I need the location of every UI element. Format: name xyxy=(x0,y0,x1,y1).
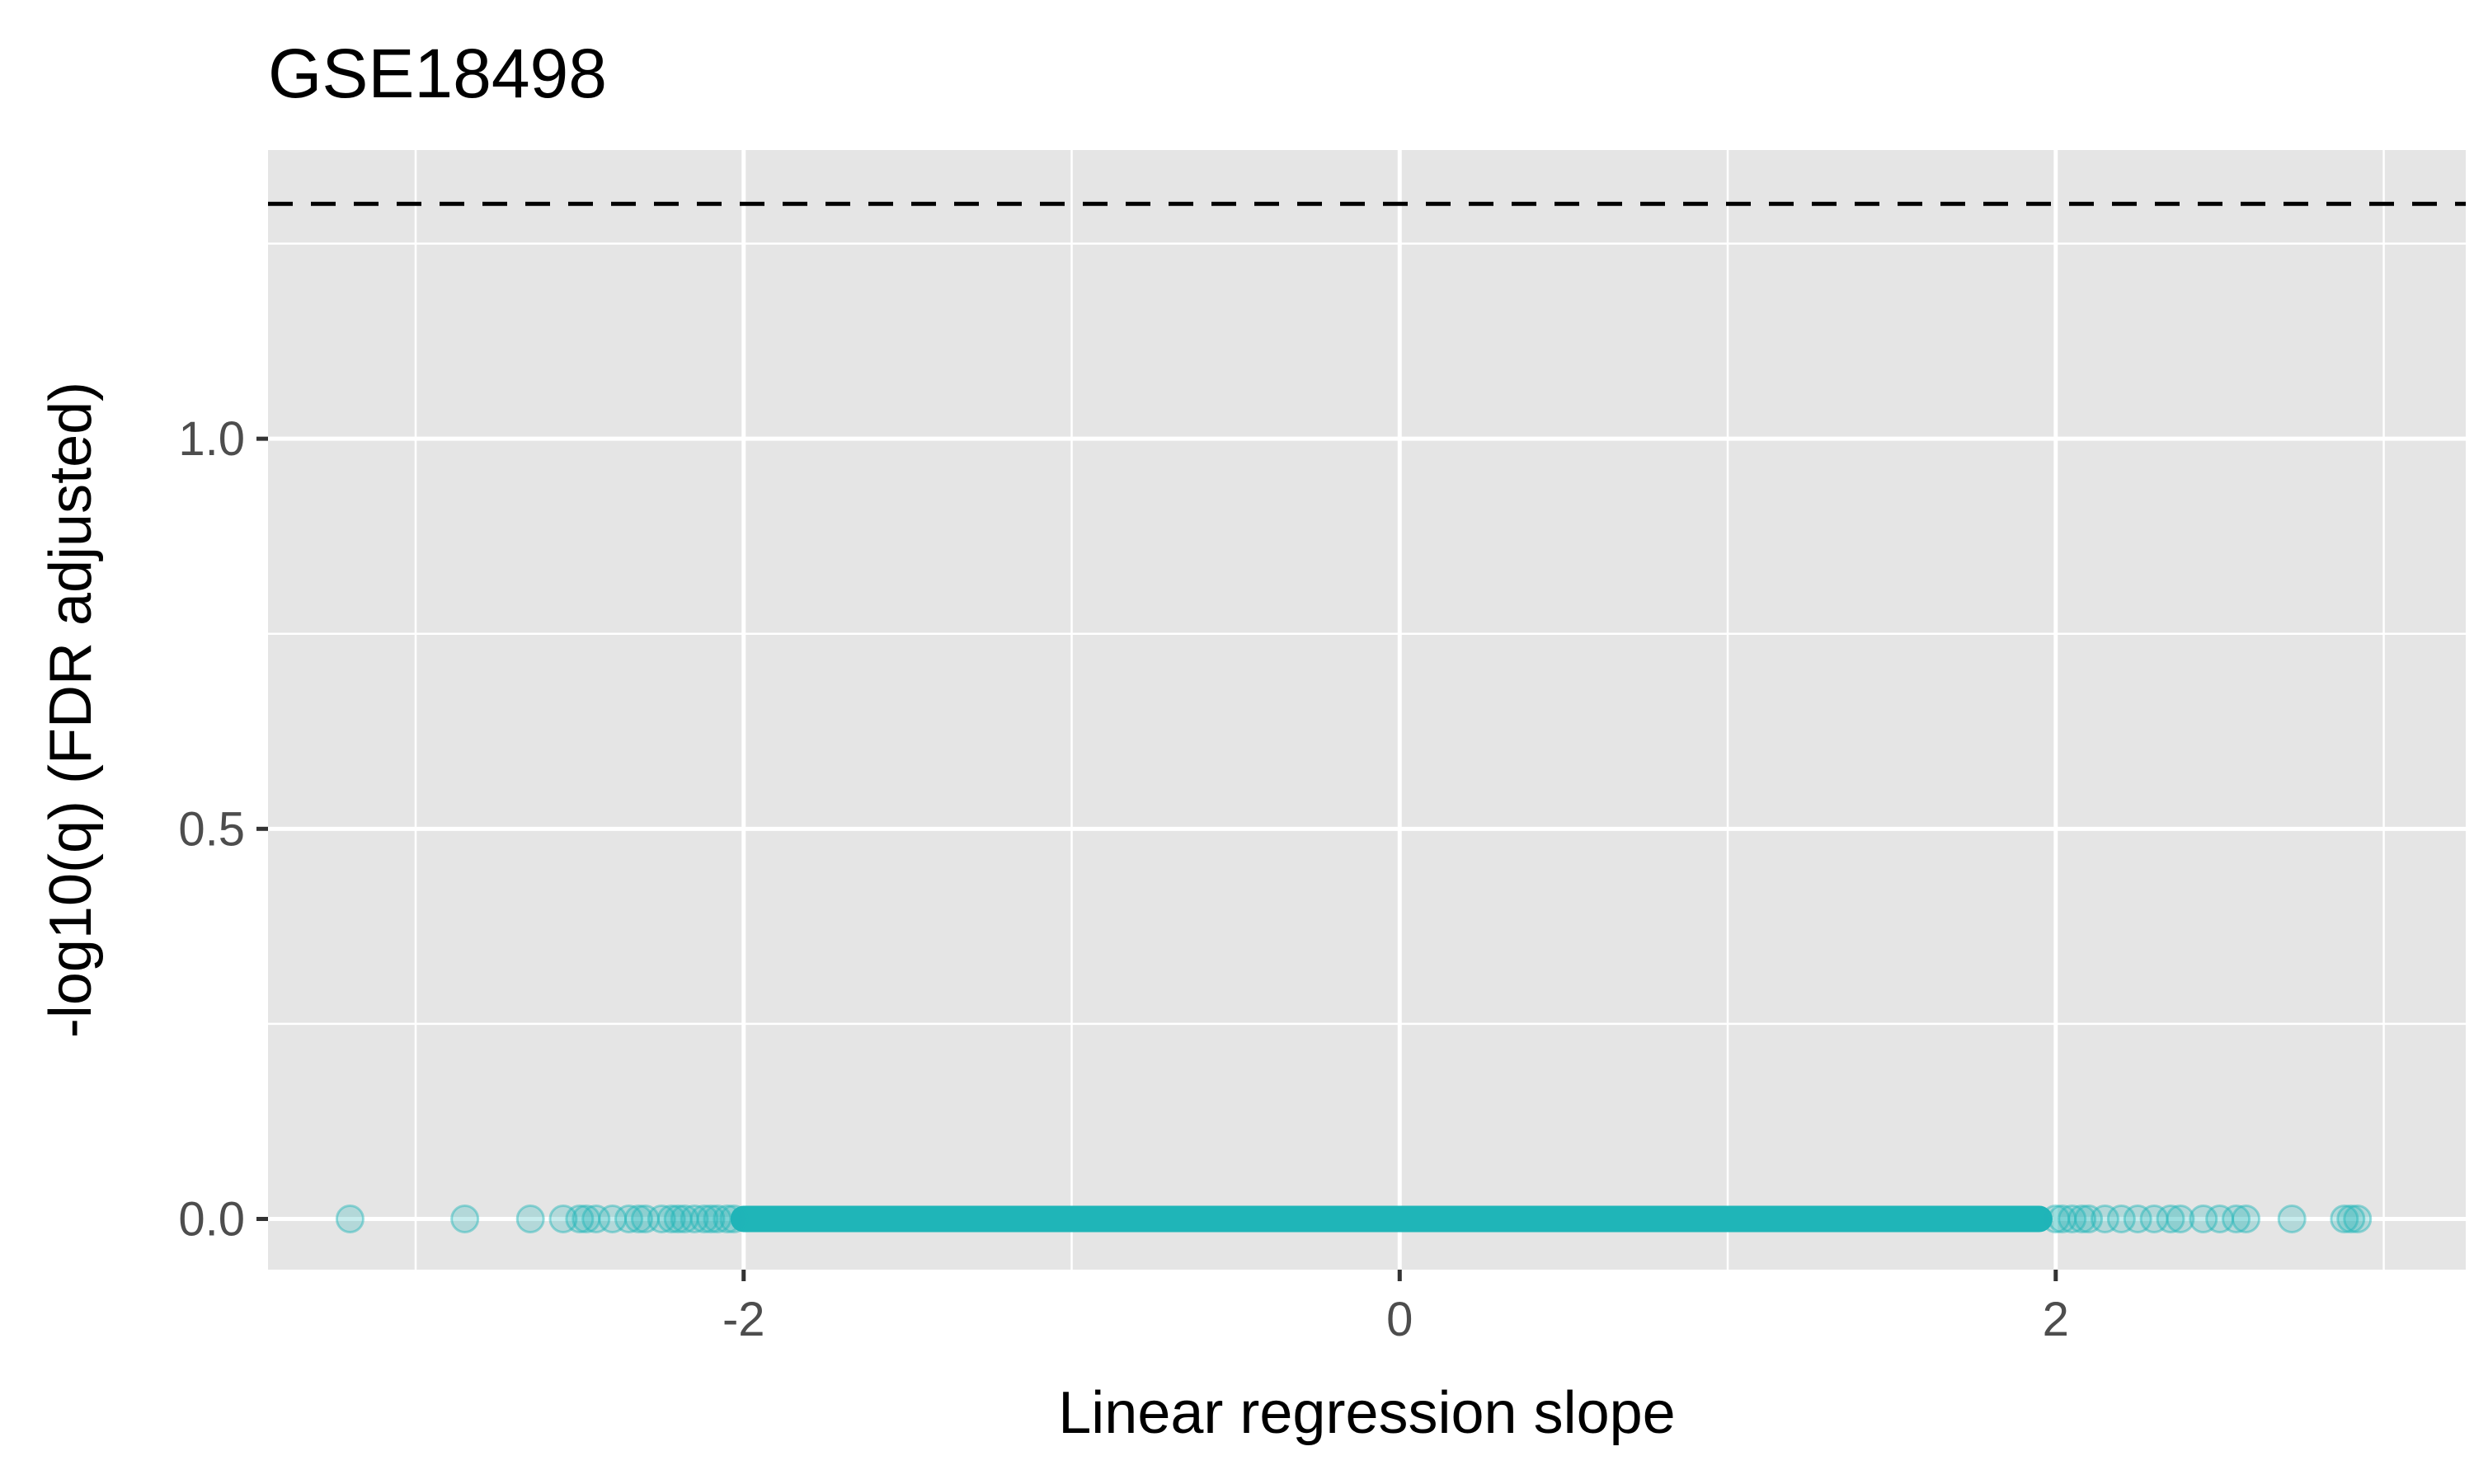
data-point xyxy=(647,1204,676,1233)
chart-title: GSE18498 xyxy=(268,35,607,112)
y-tick-label: 0.5 xyxy=(178,802,245,856)
data-point xyxy=(680,1204,709,1233)
data-point xyxy=(598,1204,628,1233)
x-tick-label: 0 xyxy=(1386,1293,1413,1346)
major-gridlines xyxy=(268,150,2466,1270)
data-point xyxy=(515,1204,545,1233)
data-point xyxy=(2232,1204,2260,1233)
data-point xyxy=(696,1204,726,1233)
data-point xyxy=(2277,1204,2307,1233)
data-point xyxy=(2156,1204,2185,1233)
data-point xyxy=(2123,1204,2152,1233)
data-point xyxy=(2189,1204,2218,1233)
data-point xyxy=(581,1204,611,1233)
data-point xyxy=(2166,1204,2195,1233)
x-tick-label: -2 xyxy=(722,1293,765,1346)
data-point xyxy=(2090,1204,2119,1233)
data-point xyxy=(2222,1204,2251,1233)
data-point xyxy=(2041,1204,2071,1233)
data-point xyxy=(670,1204,699,1233)
y-tick-label: 1.0 xyxy=(178,412,245,466)
data-point xyxy=(565,1204,595,1233)
data-point xyxy=(2048,1204,2077,1233)
data-point xyxy=(548,1204,578,1233)
data-point xyxy=(450,1204,480,1233)
data-points xyxy=(335,1204,2373,1233)
data-point xyxy=(630,1204,660,1233)
data-point xyxy=(2074,1204,2104,1233)
data-point xyxy=(2139,1204,2169,1233)
data-point xyxy=(2106,1204,2136,1233)
data-point xyxy=(614,1204,644,1233)
data-point xyxy=(2343,1204,2373,1233)
x-tick-label: 2 xyxy=(2043,1293,2069,1346)
data-point xyxy=(2067,1204,2097,1233)
data-point xyxy=(703,1204,732,1233)
data-point xyxy=(335,1204,365,1233)
y-axis-title: -log10(q) (FDR adjusted) xyxy=(38,382,104,1038)
data-point xyxy=(719,1204,749,1233)
y-axis: 0.0 0.5 1.0 xyxy=(178,412,268,1246)
x-axis: -2 0 2 xyxy=(722,1270,2069,1346)
data-point xyxy=(2058,1204,2087,1233)
x-axis-title: Linear regression slope xyxy=(1058,1380,1675,1446)
data-point xyxy=(656,1204,686,1233)
data-point xyxy=(571,1204,601,1233)
y-tick-label: 0.0 xyxy=(178,1192,245,1246)
data-point xyxy=(689,1204,719,1233)
data-point xyxy=(2336,1204,2366,1233)
data-point xyxy=(663,1204,693,1233)
data-point xyxy=(2330,1204,2359,1233)
dense-point-band xyxy=(730,1205,2053,1233)
minor-gridlines xyxy=(268,150,2466,1270)
data-point xyxy=(623,1204,653,1233)
plot-panel xyxy=(268,150,2466,1270)
data-point xyxy=(713,1204,742,1233)
data-point xyxy=(2205,1204,2235,1233)
